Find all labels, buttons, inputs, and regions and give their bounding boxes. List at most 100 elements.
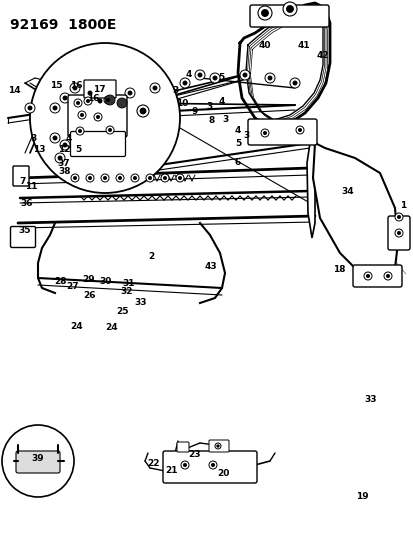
FancyBboxPatch shape — [249, 5, 328, 27]
Text: 29: 29 — [83, 276, 95, 284]
Circle shape — [84, 97, 92, 105]
Circle shape — [396, 215, 400, 219]
Text: 33: 33 — [134, 298, 147, 307]
Text: 23: 23 — [188, 450, 200, 458]
Text: 13: 13 — [33, 145, 45, 154]
Circle shape — [108, 128, 112, 132]
Text: 39: 39 — [31, 454, 43, 463]
Circle shape — [242, 73, 247, 77]
Circle shape — [50, 133, 60, 143]
Circle shape — [86, 99, 90, 103]
Text: 3: 3 — [172, 86, 179, 95]
Circle shape — [55, 153, 65, 163]
Circle shape — [209, 461, 216, 469]
Text: 5: 5 — [75, 145, 82, 154]
Text: 40: 40 — [258, 41, 271, 50]
Circle shape — [286, 5, 293, 12]
Circle shape — [385, 274, 389, 278]
Circle shape — [71, 174, 79, 182]
Circle shape — [76, 101, 79, 104]
Text: 15: 15 — [50, 81, 62, 90]
Circle shape — [78, 130, 81, 133]
Circle shape — [383, 272, 391, 280]
Text: 3: 3 — [242, 132, 249, 140]
Circle shape — [131, 174, 139, 182]
Circle shape — [146, 174, 154, 182]
Circle shape — [128, 91, 132, 95]
Circle shape — [53, 106, 57, 110]
Text: 43: 43 — [204, 262, 217, 271]
Text: 5: 5 — [234, 140, 241, 148]
FancyBboxPatch shape — [10, 227, 36, 247]
Text: 25: 25 — [116, 308, 128, 316]
Circle shape — [74, 99, 82, 107]
Text: 32: 32 — [120, 287, 132, 296]
Circle shape — [63, 143, 67, 147]
Circle shape — [60, 93, 70, 103]
Text: 4: 4 — [234, 126, 241, 135]
Text: 10: 10 — [176, 100, 188, 108]
Text: 17: 17 — [93, 85, 105, 94]
Circle shape — [197, 73, 202, 77]
Circle shape — [257, 6, 271, 20]
Circle shape — [97, 99, 102, 103]
Circle shape — [161, 174, 169, 182]
Circle shape — [50, 103, 60, 113]
Text: 16: 16 — [87, 94, 99, 103]
Circle shape — [88, 91, 92, 95]
Text: 31: 31 — [122, 279, 134, 288]
Text: 27: 27 — [66, 282, 78, 291]
Circle shape — [298, 128, 301, 132]
Circle shape — [95, 96, 105, 106]
Circle shape — [263, 131, 266, 135]
Circle shape — [85, 88, 95, 98]
Text: 28: 28 — [54, 277, 66, 286]
Text: 9: 9 — [191, 108, 197, 116]
Circle shape — [58, 156, 62, 160]
Text: 4: 4 — [65, 134, 71, 143]
Text: 92169  1800E: 92169 1800E — [10, 18, 116, 32]
FancyBboxPatch shape — [70, 132, 125, 157]
Circle shape — [117, 98, 127, 108]
Circle shape — [396, 231, 400, 235]
Circle shape — [73, 176, 76, 180]
Circle shape — [152, 86, 157, 90]
Text: 4: 4 — [218, 97, 224, 106]
Text: 11: 11 — [25, 182, 37, 191]
Text: 21: 21 — [165, 466, 178, 475]
Circle shape — [180, 461, 189, 469]
Text: 42: 42 — [316, 52, 328, 60]
Text: 16: 16 — [70, 81, 83, 90]
Polygon shape — [306, 143, 314, 238]
Circle shape — [180, 78, 190, 88]
Circle shape — [394, 229, 402, 237]
Text: 33: 33 — [363, 395, 376, 404]
Circle shape — [78, 111, 86, 119]
Circle shape — [125, 88, 135, 98]
Circle shape — [212, 76, 216, 80]
Circle shape — [363, 272, 371, 280]
Circle shape — [163, 176, 166, 180]
Circle shape — [148, 176, 151, 180]
Circle shape — [261, 10, 268, 17]
Text: 7: 7 — [19, 177, 26, 185]
FancyBboxPatch shape — [13, 166, 29, 186]
Text: 8: 8 — [207, 117, 214, 125]
Circle shape — [30, 43, 180, 193]
FancyBboxPatch shape — [84, 80, 116, 98]
Circle shape — [86, 174, 94, 182]
Circle shape — [183, 81, 187, 85]
Circle shape — [267, 76, 271, 80]
Circle shape — [195, 70, 204, 80]
Text: 14: 14 — [8, 86, 21, 95]
Text: 2: 2 — [147, 253, 154, 261]
Text: 12: 12 — [58, 145, 70, 154]
Circle shape — [366, 274, 369, 278]
Circle shape — [282, 2, 296, 16]
Circle shape — [101, 174, 109, 182]
Circle shape — [264, 73, 274, 83]
Circle shape — [106, 126, 114, 134]
Text: 30: 30 — [99, 277, 112, 286]
FancyBboxPatch shape — [16, 451, 60, 473]
FancyBboxPatch shape — [247, 119, 316, 145]
